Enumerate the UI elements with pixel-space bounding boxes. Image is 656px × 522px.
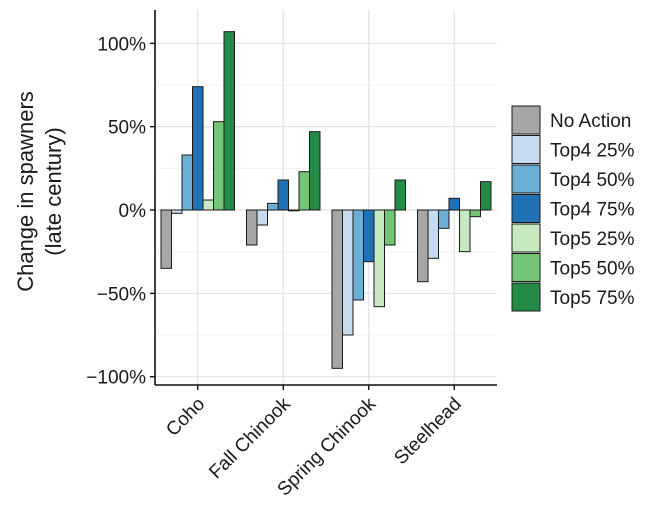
y-tick-labels: −100% −50% 0% 50% 100% [86, 34, 146, 388]
y-tick-label: 0% [119, 201, 147, 222]
legend-swatch [511, 164, 541, 194]
bar-top4-50--fall-chinook [267, 202, 279, 211]
bar-top5-50--steelhead [469, 209, 481, 218]
bar-top4-75--fall-chinook [277, 179, 289, 211]
bars [160, 31, 492, 369]
y-tick-label: −100% [86, 368, 146, 389]
legend-swatch [511, 282, 541, 312]
bar-no-action-coho [160, 209, 172, 269]
x-category-label: Steelhead [390, 394, 465, 469]
bar-top5-50--spring-chinook [384, 209, 396, 246]
bar-top5-50--fall-chinook [298, 171, 310, 211]
bar-top4-50--spring-chinook [352, 209, 364, 301]
bar-top5-75--spring-chinook [394, 179, 406, 211]
x-category-label: Fall Chinook [205, 393, 295, 483]
y-tick-label: 100% [97, 34, 146, 55]
bar-top4-25--steelhead [427, 209, 439, 259]
bar-top5-25--steelhead [459, 209, 471, 253]
bar-top5-75--fall-chinook [309, 131, 321, 211]
bar-top4-75--spring-chinook [363, 209, 375, 263]
bar-top4-25--spring-chinook [342, 209, 354, 336]
legend-swatch [511, 135, 541, 164]
legend-swatch [511, 223, 541, 253]
bar-no-action-fall-chinook [246, 209, 258, 246]
legend-label: No Action [550, 111, 631, 132]
legend: No Action Top4 25% Top4 50% Top4 75% Top5 25… [511, 105, 635, 312]
legend-swatch [511, 253, 541, 282]
bar-no-action-steelhead [417, 209, 429, 283]
bar-top4-50--steelhead [438, 209, 450, 229]
x-category-label: Coho [162, 394, 209, 441]
legend-swatch [511, 194, 541, 223]
y-axis-title-line: (late century) [41, 127, 66, 255]
y-axis-title: Change in spawners (late century) [13, 91, 66, 292]
bar-no-action-spring-chinook [331, 209, 343, 369]
y-axis-title-line: Change in spawners [13, 91, 38, 292]
axes [150, 10, 497, 390]
bar-top5-75--steelhead [480, 181, 492, 211]
legend-label: Top5 25% [550, 229, 635, 250]
legend-swatch [511, 105, 541, 135]
bar-top4-50--coho [181, 154, 193, 211]
legend-label: Top5 75% [550, 288, 635, 309]
bar-top5-25--spring-chinook [373, 209, 385, 308]
bar-top5-75--coho [223, 31, 235, 211]
bar-top5-25--coho [202, 199, 214, 211]
bar-top4-75--coho [192, 86, 204, 211]
bar-top5-25--fall-chinook [288, 209, 300, 212]
bar-top4-75--steelhead [448, 197, 460, 211]
legend-label: Top5 50% [550, 259, 635, 280]
legend-label: Top4 50% [550, 170, 635, 191]
legend-label: Top4 25% [550, 141, 635, 162]
bar-top5-50--coho [213, 121, 225, 211]
legend-label: Top4 75% [550, 200, 635, 221]
y-tick-label: −50% [97, 284, 146, 305]
bar-top4-25--coho [171, 209, 183, 214]
y-tick-label: 50% [108, 118, 146, 139]
bar-top4-25--fall-chinook [256, 209, 268, 226]
gridlines [155, 10, 497, 385]
